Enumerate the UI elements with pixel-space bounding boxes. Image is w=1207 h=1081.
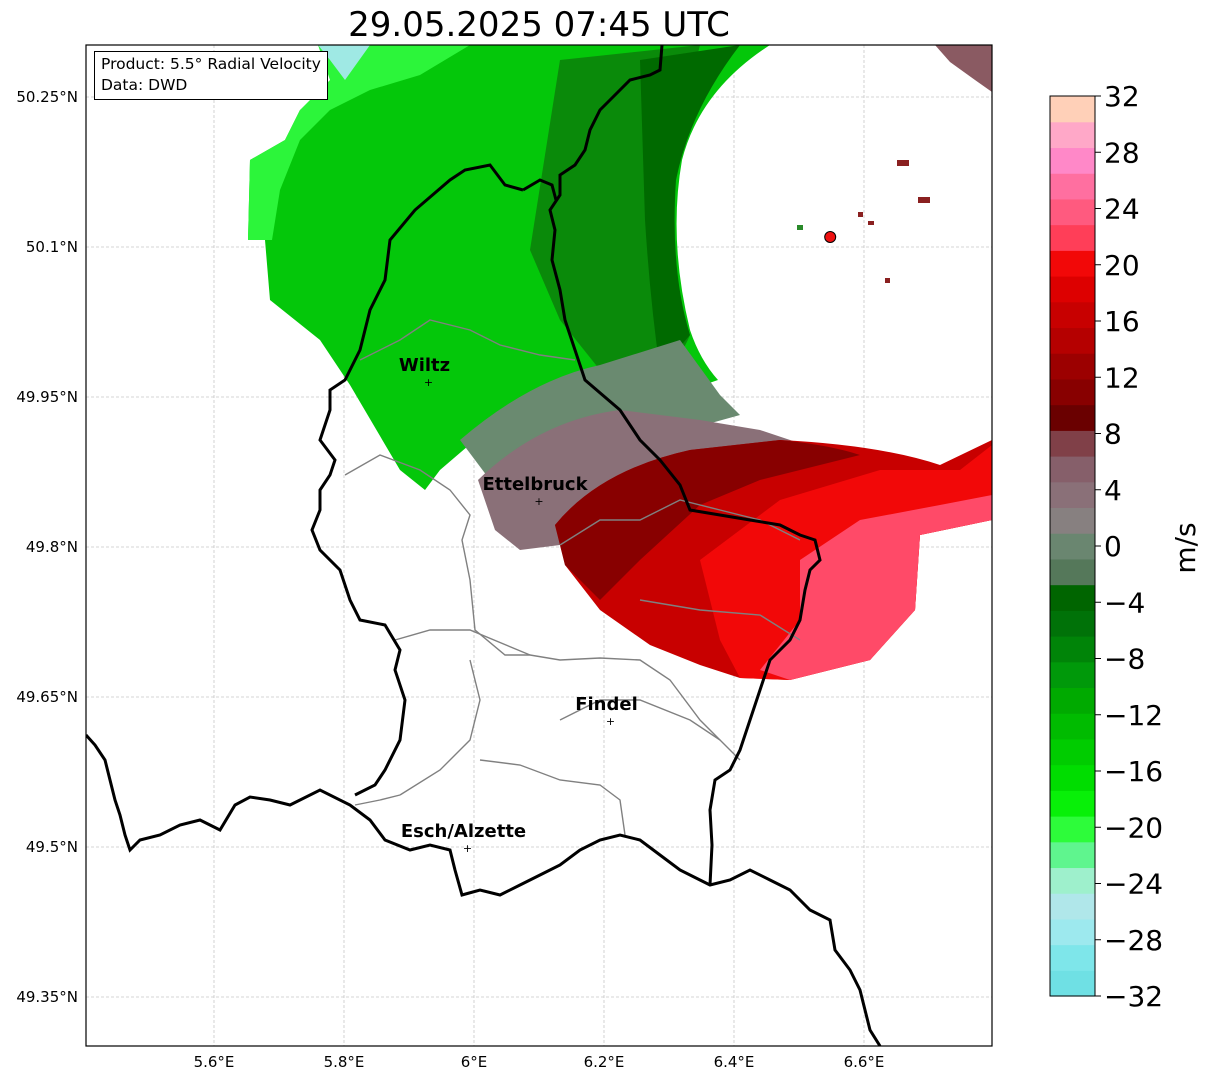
velocity-ne-patch (935, 45, 992, 92)
colorbar-segment (1050, 430, 1095, 457)
city-label: Wiltz (399, 355, 450, 376)
colorbar-segment (1050, 918, 1095, 946)
colorbar-segment (1050, 250, 1095, 277)
colorbar-segment (1050, 276, 1095, 303)
colorbar-segment (1050, 558, 1095, 586)
colorbar-tick-label: −8 (1104, 643, 1145, 676)
velocity-field (248, 45, 992, 680)
y-axis-ticks: 50.25°N 50.1°N 49.95°N 49.8°N 49.65°N 49.5°N 4… (16, 88, 78, 1006)
colorbar-segment (1050, 713, 1095, 740)
colorbar-segment (1050, 867, 1095, 894)
map-title: 29.05.2025 07:45 UTC (348, 5, 730, 45)
colorbar-segment (1050, 533, 1095, 560)
colorbar-segment (1050, 456, 1095, 483)
x-tick-label: 6.4°E (714, 1053, 755, 1071)
city-labels: +Wiltz+Ettelbruck+Findel+Esch/Alzette (399, 355, 638, 855)
colorbar-segment (1050, 944, 1095, 971)
colorbar-segment (1050, 353, 1095, 380)
x-tick-label: 6.2°E (584, 1053, 625, 1071)
colorbar-segment (1050, 198, 1095, 226)
clutter-specks (797, 160, 930, 283)
colorbar-tick-label: 4 (1104, 474, 1122, 507)
colorbar-segment (1050, 790, 1095, 817)
colorbar-segment (1050, 738, 1095, 766)
colorbar-segment (1050, 661, 1095, 689)
velocity-approaching-darkest (640, 45, 740, 370)
y-tick-label: 50.1°N (26, 238, 78, 256)
colorbar-segment (1050, 841, 1095, 869)
x-tick-label: 5.8°E (324, 1053, 365, 1071)
city-marker: + (463, 842, 472, 855)
plot-area: +Wiltz+Ettelbruck+Findel+Esch/Alzette (86, 45, 992, 1046)
colorbar-segment (1050, 893, 1095, 920)
colorbar-tick-label: 16 (1104, 305, 1140, 338)
colorbar-tick-label: −16 (1104, 755, 1163, 788)
colorbar-segment (1050, 610, 1095, 637)
product-info-box: Product: 5.5° Radial Velocity Data: DWD (94, 51, 328, 100)
colorbar-tick-label: −4 (1104, 586, 1145, 619)
radar-site-marker (824, 231, 837, 243)
colorbar-segment (1050, 327, 1095, 354)
y-tick-label: 49.8°N (26, 538, 78, 556)
colorbar-segment (1050, 764, 1095, 791)
colorbar-tick-label: 20 (1104, 249, 1140, 282)
colorbar-segment (1050, 584, 1095, 611)
city-label: Ettelbruck (482, 474, 588, 495)
colorbar-segment (1050, 96, 1095, 123)
colorbar-tick-label: −12 (1104, 699, 1163, 732)
colorbar-tick-label: 32 (1104, 80, 1140, 113)
data-source-label: Data: DWD (101, 76, 188, 94)
y-tick-label: 49.65°N (16, 688, 78, 706)
city-label: Findel (575, 694, 638, 715)
city-marker: + (606, 715, 615, 728)
colorbar: 32 28 24 20 16 12 8 4 0 −32 −28 −24 −20 −16 −12 −8 −4 (1049, 80, 1163, 1013)
y-tick-label: 50.25°N (16, 88, 78, 106)
colorbar-tick-label: 28 (1104, 136, 1140, 169)
y-tick-label: 49.95°N (16, 388, 78, 406)
colorbar-tick-label: 8 (1104, 418, 1122, 451)
velocity-receding-dark (555, 440, 860, 600)
x-axis-ticks: 5.6°E 5.8°E 6°E 6.2°E 6.4°E 6.6°E (194, 1053, 885, 1071)
colorbar-segment (1050, 301, 1095, 329)
colorbar-tick-label: −32 (1104, 980, 1163, 1013)
x-tick-label: 6.6°E (844, 1053, 885, 1071)
colorbar-label: m/s (1169, 522, 1202, 573)
colorbar-segment (1050, 970, 1095, 997)
y-tick-label: 49.35°N (16, 988, 78, 1006)
colorbar-segment (1050, 378, 1095, 406)
plot-frame (85, 44, 993, 1047)
colorbar-segment (1050, 147, 1095, 174)
colorbar-tick-label: 24 (1104, 193, 1140, 226)
x-tick-label: 5.6°E (194, 1053, 235, 1071)
colorbar-segment (1050, 224, 1095, 251)
colorbar-tick-label: −28 (1104, 924, 1163, 957)
colorbar-tick-label: 12 (1104, 361, 1140, 394)
colorbar-tick-label: −24 (1104, 868, 1163, 901)
city-marker: + (534, 495, 543, 508)
velocity-approaching-cyan (318, 45, 370, 80)
city-marker: + (424, 376, 433, 389)
admin-borders (344, 319, 801, 836)
colorbar-segment (1050, 636, 1095, 663)
colorbar-segment (1050, 404, 1095, 431)
y-tick-label: 49.5°N (26, 838, 78, 856)
colorbar-segment (1050, 507, 1095, 534)
product-label: Product: 5.5° Radial Velocity (101, 55, 321, 73)
colorbar-tick-label: −20 (1104, 811, 1163, 844)
velocity-receding-pink (760, 495, 992, 680)
national-borders (86, 45, 882, 1046)
colorbar-tick-label: 0 (1104, 530, 1122, 563)
velocity-approaching-light (248, 45, 470, 240)
colorbar-segment (1050, 816, 1095, 843)
x-tick-label: 6°E (461, 1053, 488, 1071)
colorbar-segment (1050, 173, 1095, 200)
city-label: Esch/Alzette (401, 821, 526, 842)
colorbar-segment (1050, 121, 1095, 149)
colorbar-segment (1050, 687, 1095, 714)
colorbar-segment (1050, 481, 1095, 509)
